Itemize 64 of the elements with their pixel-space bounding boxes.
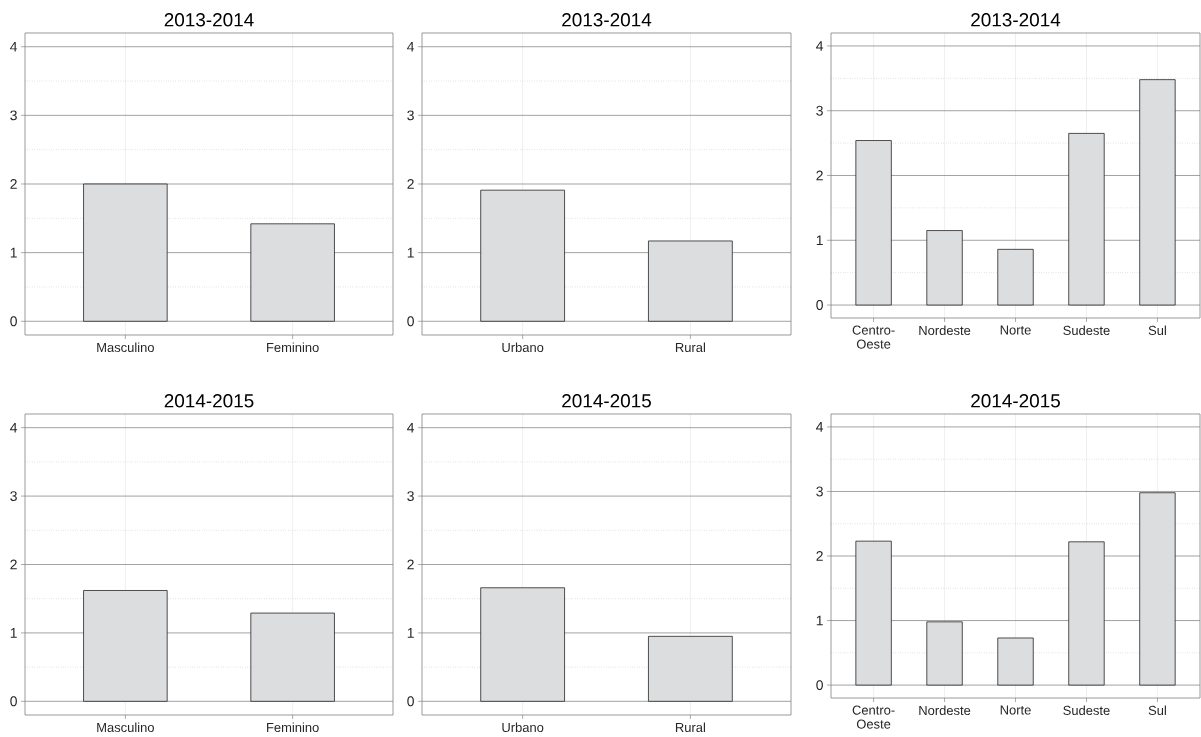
y-tick-label: 0 (407, 696, 414, 707)
x-tick-label: Urbano (502, 342, 544, 353)
y-tick-label: 4 (407, 41, 415, 52)
y-tick-label: 0 (816, 300, 823, 310)
y-tick-label: 1 (407, 628, 414, 638)
x-tick-label: Rural (675, 722, 705, 733)
bar (1139, 492, 1176, 686)
y-tick-label: 0 (10, 696, 17, 707)
y-tick-label: 2 (816, 170, 823, 181)
x-tick-label: Rural (675, 342, 705, 353)
y-tick-label: 4 (407, 422, 415, 433)
y-tick-label: 3 (10, 491, 17, 502)
y-tick-label: 0 (10, 316, 17, 327)
bar (1068, 541, 1105, 686)
bar (1068, 132, 1105, 306)
x-tick-label: Centro-Oeste (852, 705, 895, 729)
y-tick-label: 3 (407, 110, 414, 121)
chart-title: 2014-2015 (164, 394, 254, 408)
y-tick-label: 2 (407, 179, 414, 189)
y-tick-label: 2 (10, 179, 17, 189)
y-tick-label: 3 (10, 110, 17, 121)
chart-title: 2013-2014 (164, 13, 254, 27)
x-tick-label: Norte (1000, 325, 1031, 335)
x-tick-label: Sudeste (1063, 705, 1110, 716)
y-tick-label: 3 (407, 491, 414, 502)
y-tick-label: 3 (816, 486, 823, 497)
bar (926, 230, 963, 306)
y-tick-label: 3 (816, 105, 823, 116)
x-tick-label: Nordeste (919, 325, 971, 336)
chart-title: 2013-2014 (562, 13, 652, 27)
bar (855, 140, 892, 306)
y-tick-label: 4 (816, 41, 824, 51)
y-tick-label: 2 (816, 551, 823, 561)
y-tick-label: 2 (407, 559, 414, 570)
y-tick-label: 4 (10, 41, 18, 52)
chart-title: 2013-2014 (971, 13, 1061, 27)
x-tick-label: Sul (1148, 705, 1166, 716)
x-tick-label: Feminino (267, 342, 319, 353)
bar (997, 248, 1034, 306)
y-tick-label: 0 (407, 316, 414, 327)
y-tick-label: 1 (10, 247, 17, 258)
y-tick-label: 1 (10, 628, 17, 638)
x-tick-label: Masculino (97, 722, 154, 733)
bar (997, 637, 1034, 686)
y-tick-label: 1 (407, 247, 414, 258)
bar (926, 621, 963, 686)
x-tick-label: Nordeste (919, 705, 971, 716)
chart-title: 2014-2015 (971, 394, 1060, 408)
y-tick-label: 4 (10, 422, 18, 433)
y-tick-label: 4 (816, 422, 824, 432)
chart-title: 2014-2015 (562, 394, 651, 408)
bar (855, 540, 892, 686)
x-tick-label: Feminino (267, 722, 319, 733)
x-tick-label: Sudeste (1063, 325, 1110, 336)
x-tick-label: Masculino (97, 342, 154, 353)
y-tick-label: 2 (10, 559, 17, 570)
x-tick-label: Norte (1000, 705, 1031, 715)
x-tick-label: Centro-Oeste (852, 325, 895, 349)
bar (1139, 79, 1176, 306)
x-tick-label: Sul (1148, 325, 1166, 336)
y-tick-label: 0 (816, 680, 823, 691)
y-tick-label: 1 (816, 235, 823, 246)
x-tick-label: Urbano (502, 722, 544, 733)
y-tick-label: 1 (816, 615, 823, 626)
